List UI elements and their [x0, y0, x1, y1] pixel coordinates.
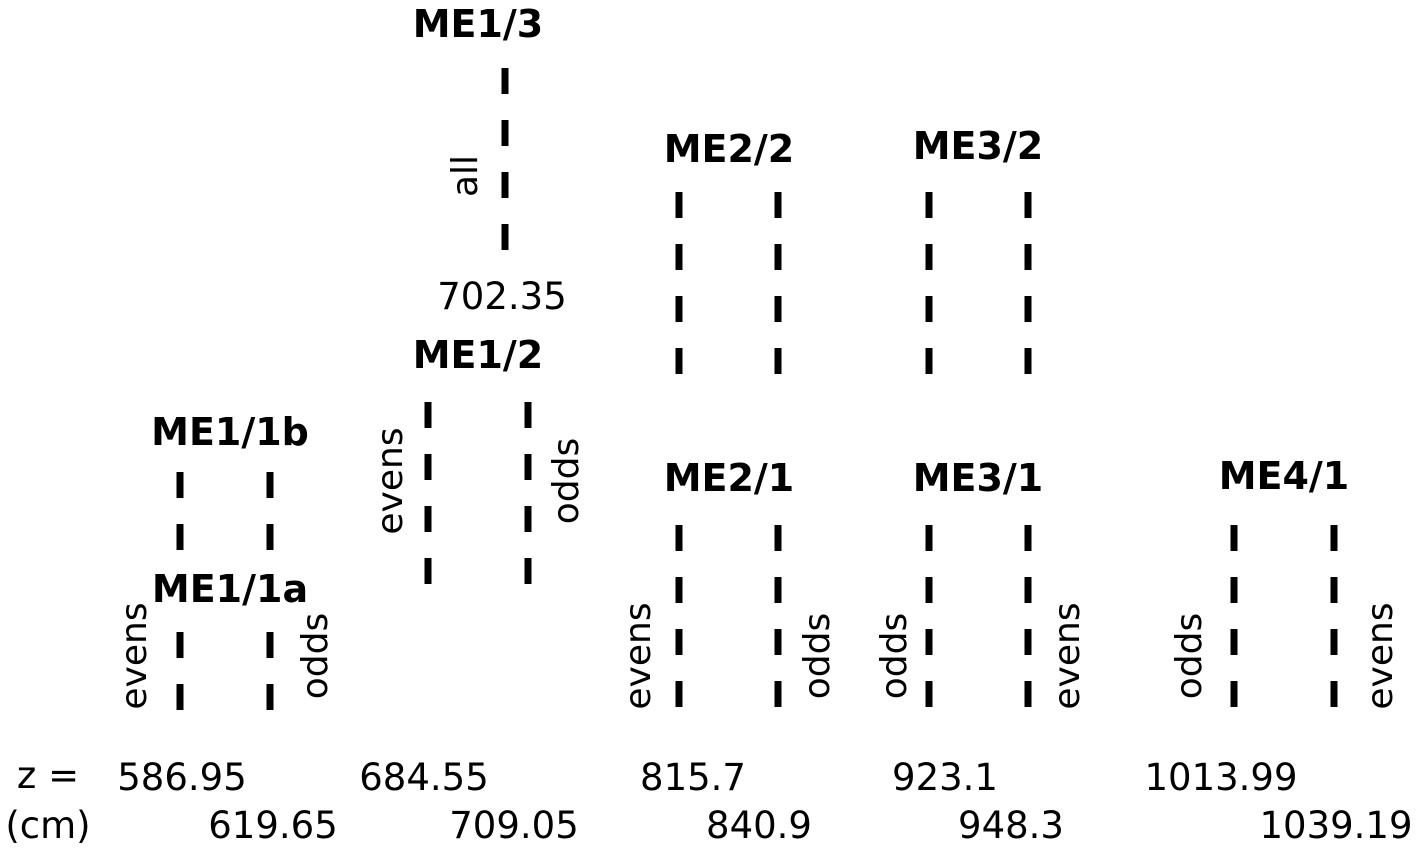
side-label-me4-1-left: odds [1169, 613, 1210, 699]
z-value: 815.7 [640, 756, 746, 799]
z-value: 619.65 [208, 804, 337, 847]
chamber-title-me1-3: ME1/3 [413, 2, 544, 46]
chamber-title-me2-2: ME2/2 [664, 127, 795, 171]
chamber-title-me3-1: ME3/1 [913, 456, 1044, 500]
z-value: 1039.19 [1259, 804, 1412, 847]
side-label-me4-1-right: evens [1360, 602, 1401, 709]
side-label-me1-2-left: evens [370, 427, 411, 534]
z-axis-unit: (cm) [5, 804, 90, 847]
side-label-me3-1-right: evens [1047, 602, 1088, 709]
chamber-title-me1-2: ME1/2 [413, 333, 544, 377]
z-value: 1013.99 [1144, 756, 1297, 799]
z-value: 586.95 [117, 756, 246, 799]
z-value: 948.3 [958, 804, 1064, 847]
side-label-me1-1a-left: evens [114, 602, 155, 709]
chamber-title-me3-2: ME3/2 [913, 124, 1044, 168]
side-label-me2-1-right: odds [797, 613, 838, 699]
z-value: 684.55 [359, 756, 488, 799]
side-label-me1-2-right: odds [546, 438, 587, 524]
z-value: 840.9 [706, 804, 812, 847]
chamber-title-me4-1: ME4/1 [1219, 454, 1350, 498]
z-value-me1-3: 702.35 [437, 275, 566, 318]
z-value: 923.1 [892, 756, 998, 799]
chamber-title-me2-1: ME2/1 [664, 456, 795, 500]
side-label-me2-1-left: evens [618, 602, 659, 709]
side-label-me1-3-left: all [445, 155, 486, 197]
z-value: 709.05 [449, 804, 578, 847]
chamber-title-me1-1b: ME1/1b [151, 410, 309, 454]
z-axis-label: z = [17, 754, 79, 797]
chamber-title-me1-1a: ME1/1a [152, 567, 308, 611]
side-label-me3-1-left: odds [874, 613, 915, 699]
side-label-me1-1a-right: odds [295, 613, 336, 699]
